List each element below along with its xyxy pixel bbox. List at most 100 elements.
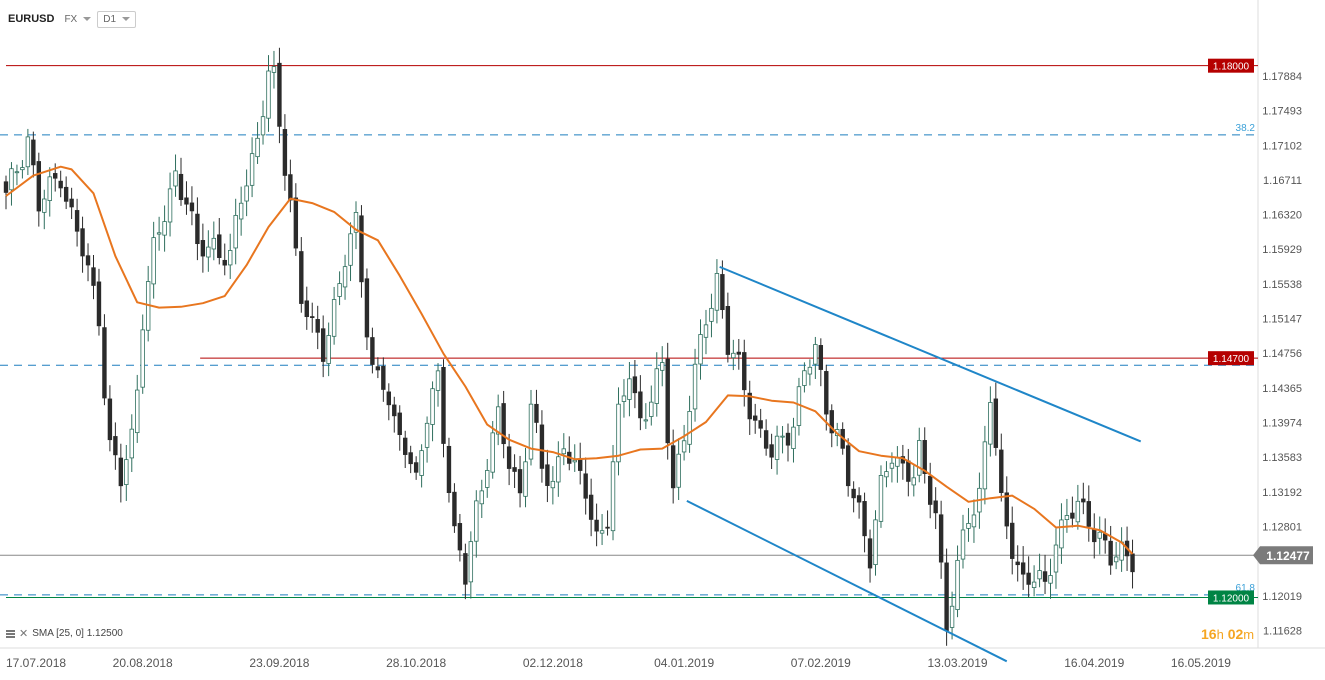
- candle-body: [780, 435, 785, 438]
- candle-body: [599, 530, 605, 534]
- candle-body: [610, 461, 616, 532]
- candle-body: [167, 188, 173, 223]
- candle-body: [561, 448, 566, 455]
- candle-body: [654, 368, 659, 404]
- candle-body: [594, 519, 599, 532]
- fibo-level-label: 61.8: [1236, 583, 1256, 594]
- candle-body: [1108, 540, 1113, 566]
- candle-body: [135, 389, 140, 434]
- candle-body: [47, 176, 52, 201]
- candle-body: [556, 456, 561, 483]
- candle-body: [889, 462, 895, 469]
- candle-body: [687, 410, 692, 445]
- candle-body: [468, 541, 474, 583]
- candle-body: [605, 526, 610, 529]
- candle-body: [583, 473, 588, 499]
- candle-body: [337, 283, 342, 297]
- candle-body: [370, 337, 375, 365]
- x-tick-label: 23.09.2018: [249, 656, 309, 670]
- candle-body: [643, 419, 649, 422]
- chevron-down-icon: [83, 17, 92, 21]
- candle-body: [523, 461, 528, 497]
- symbol-label: EURUSD: [8, 13, 55, 25]
- candle-body: [638, 391, 643, 419]
- candle-body: [129, 428, 134, 459]
- candle-body: [621, 395, 627, 402]
- candle-body: [53, 173, 58, 179]
- last-price-label: 1.12477: [1266, 549, 1310, 563]
- candle-body: [791, 426, 796, 449]
- candle-body: [304, 300, 309, 318]
- candle-body: [539, 424, 545, 469]
- market-dropdown[interactable]: FX: [64, 14, 92, 25]
- candle-body: [709, 307, 714, 322]
- y-tick-label: 1.14365: [1262, 383, 1302, 395]
- candle-body: [878, 475, 884, 522]
- candle-body: [829, 410, 834, 434]
- candle-body: [911, 477, 916, 486]
- candle-body: [430, 388, 435, 425]
- candle-body: [260, 116, 266, 136]
- close-icon[interactable]: ✕: [19, 627, 29, 640]
- candle-body: [1004, 492, 1009, 527]
- candle-body: [753, 415, 758, 421]
- candle-body: [249, 153, 255, 186]
- candle-body: [933, 500, 938, 514]
- candle-body: [474, 500, 479, 542]
- candle-body: [14, 171, 20, 174]
- candle-body: [310, 316, 315, 318]
- interval-dropdown[interactable]: D1: [97, 10, 137, 28]
- timer-minutes: 02: [1227, 626, 1244, 642]
- candle-body: [20, 167, 25, 171]
- candle-body: [419, 450, 424, 476]
- x-tick-label: 02.12.2018: [523, 656, 583, 670]
- sma-line: [5, 165, 1134, 555]
- candle-body: [189, 202, 195, 212]
- candle-body: [922, 440, 927, 474]
- candle-body: [845, 445, 851, 487]
- y-tick-label: 1.17493: [1262, 106, 1302, 118]
- candle-body: [211, 237, 217, 250]
- candle-body: [42, 198, 47, 213]
- candle-body: [238, 202, 244, 220]
- candle-body: [1048, 575, 1053, 584]
- candle-body: [124, 459, 129, 485]
- candle-body: [1064, 515, 1070, 521]
- candle-body: [9, 168, 14, 191]
- candle-body: [747, 392, 752, 420]
- candle-body: [386, 391, 392, 406]
- candle-body: [1113, 556, 1119, 563]
- candle-body: [331, 299, 337, 337]
- candle-body: [495, 406, 501, 435]
- candle-body: [162, 221, 167, 236]
- y-tick-label: 1.15929: [1262, 244, 1302, 256]
- candle-body: [517, 469, 523, 494]
- candle-body: [988, 402, 993, 445]
- candle-body: [1097, 531, 1102, 539]
- candle-body: [452, 491, 457, 527]
- candle-body: [288, 174, 293, 201]
- candle-body: [873, 519, 878, 566]
- candle-body: [906, 460, 911, 482]
- channel-trendline: [719, 265, 1142, 443]
- x-tick-label: 17.07.2018: [6, 656, 66, 670]
- candle-body: [293, 197, 299, 249]
- candle-body: [1086, 501, 1091, 527]
- price-level-label-bg: [1208, 58, 1254, 73]
- candle-body: [1092, 528, 1097, 543]
- candle-body: [1042, 571, 1048, 582]
- candle-body: [769, 444, 774, 458]
- candle-body: [813, 344, 818, 365]
- candle-body: [441, 366, 446, 444]
- candle-body: [703, 324, 709, 338]
- candle-body: [457, 523, 463, 551]
- candle-body: [1015, 561, 1020, 566]
- menu-icon[interactable]: [6, 629, 15, 638]
- candle-body: [392, 404, 397, 417]
- candle-body: [676, 453, 681, 488]
- candle-body: [1059, 519, 1064, 549]
- candle-body: [982, 441, 988, 490]
- candle-body: [955, 559, 960, 610]
- y-tick-label: 1.17884: [1262, 71, 1302, 83]
